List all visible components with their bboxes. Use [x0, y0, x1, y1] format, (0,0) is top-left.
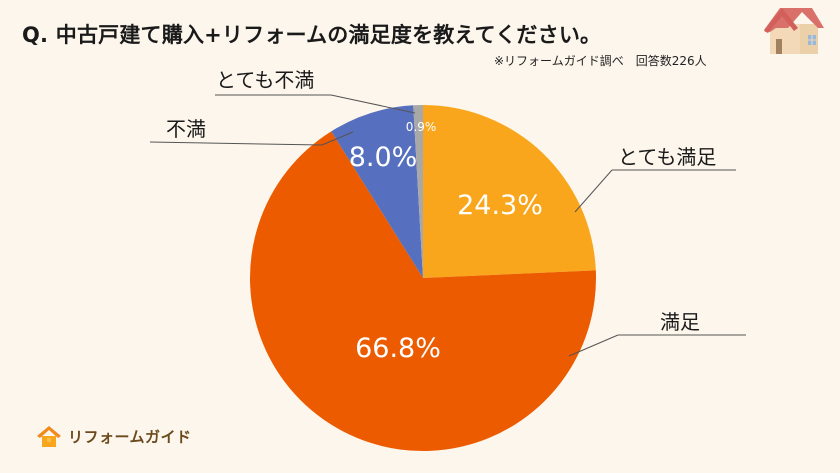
pie-slices	[249, 105, 596, 451]
leader-line	[321, 131, 354, 146]
page-title: Q. 中古戸建て購入+リフォームの満足度を教えてください。	[22, 23, 602, 47]
house-logo-icon	[37, 426, 61, 447]
percent-labels: 24.3% 66.8% 8.0% 0.9%	[349, 120, 543, 364]
percent-label: 24.3%	[457, 190, 543, 221]
site-logo: リフォームガイド	[36, 424, 192, 448]
percent-label: 66.8%	[355, 333, 441, 364]
leader-lines	[149, 94, 746, 357]
percent-label: 0.9%	[406, 120, 437, 134]
label-very-satisfied: とても満足	[618, 145, 717, 169]
slice-dissatisfied	[331, 105, 423, 278]
label-very-dissatisfied: とても不満	[216, 68, 315, 92]
logo-text: リフォームガイド	[68, 427, 192, 446]
slice-very-satisfied	[423, 105, 596, 278]
label-satisfied: 満足	[660, 310, 700, 334]
percent-label: 8.0%	[349, 142, 418, 173]
leader-line	[149, 141, 323, 146]
label-dissatisfied: 不満	[166, 117, 206, 141]
house-icon	[764, 8, 824, 54]
leader-line	[568, 334, 619, 357]
leader-line	[574, 169, 613, 213]
leader-line	[330, 94, 416, 114]
slice-very-dissatisfied	[413, 105, 423, 278]
source-note: ※リフォームガイド調べ 回答数226人	[494, 54, 707, 68]
slice-satisfied	[249, 131, 596, 451]
